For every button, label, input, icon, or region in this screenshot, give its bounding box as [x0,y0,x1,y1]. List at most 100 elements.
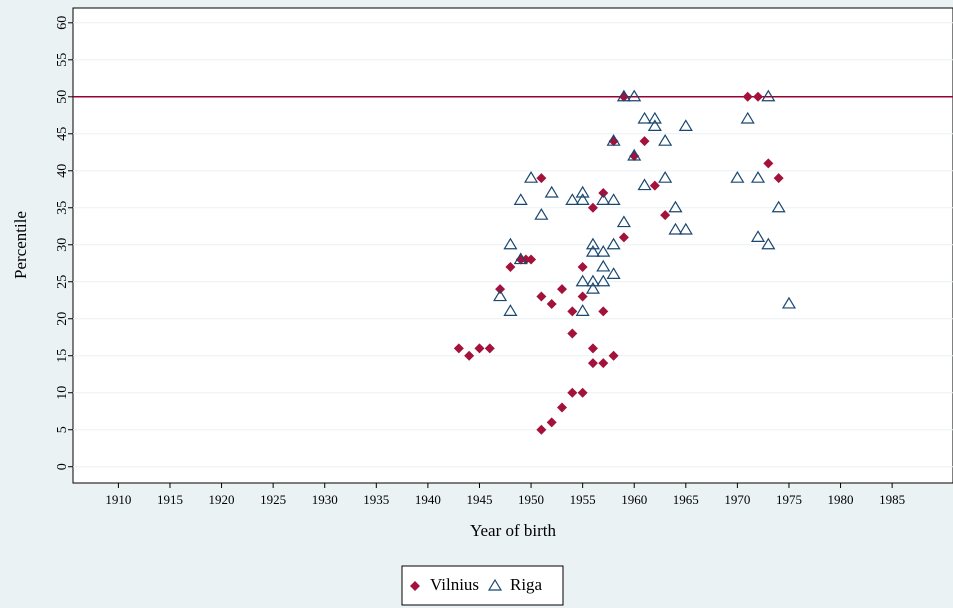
point [606,134,621,146]
plot-area [72,7,953,484]
point [526,254,537,265]
point [616,89,631,102]
point [453,343,464,354]
point [763,158,774,169]
point [637,178,652,191]
x-axis-label: Year of birth [470,521,557,540]
point [520,254,531,265]
point [678,222,693,235]
point [608,350,619,361]
y-tick-label: 35 [55,201,70,215]
x-tick-label: 1935 [363,492,389,507]
point [575,274,590,287]
point [585,274,601,287]
point [575,304,590,316]
point [567,306,578,317]
point [513,252,528,265]
y-tick-label: 25 [55,275,70,289]
point [668,200,683,213]
point [596,259,611,272]
point [596,274,611,287]
point [575,185,590,198]
point [546,417,557,428]
x-tick-label: 1940 [415,492,441,507]
point [557,402,568,413]
point [503,304,518,316]
point [493,289,508,302]
legend-marker [487,578,503,591]
point [544,185,559,198]
point [565,193,580,205]
point [503,237,518,250]
point [616,215,631,228]
point [627,148,642,161]
y-tick-label: 30 [55,238,70,252]
point [649,180,660,191]
x-tick-label: 1945 [466,492,492,507]
point [753,91,764,102]
point [577,291,588,302]
point [536,291,547,302]
point [647,119,662,131]
point [647,111,662,124]
x-tick-label: 1975 [776,492,802,507]
point [515,254,526,265]
point [585,244,601,257]
x-tick-label: 1970 [724,492,750,507]
point [606,237,621,250]
point [474,343,485,354]
point [513,193,528,205]
point [627,89,642,102]
y-tick-label: 5 [55,426,70,433]
point [771,200,786,213]
point [742,91,753,102]
point [678,119,693,131]
legend-label: Vilnius [430,575,479,594]
x-tick-label: 1930 [312,492,338,507]
x-tick-label: 1960 [621,492,647,507]
point [750,230,766,242]
point [585,237,601,250]
x-tick-label: 1920 [209,492,235,507]
point [577,387,588,398]
point [587,343,598,354]
point [606,193,621,205]
point [585,281,601,294]
point [557,284,568,295]
y-axis-label: Percentile [11,211,30,279]
point [761,89,776,102]
point [536,173,547,184]
point [668,222,683,235]
y-tick-label: 10 [55,386,70,400]
point [495,284,506,295]
point [464,350,475,361]
y-tick-label: 45 [55,127,70,141]
point [618,232,629,243]
point [534,207,549,220]
y-tick-label: 0 [55,463,70,470]
point [639,136,650,147]
point [658,134,673,146]
point [596,244,611,257]
point [505,261,516,272]
x-tick-label: 1950 [518,492,544,507]
point [596,193,611,205]
point [781,296,797,309]
point [598,358,609,369]
y-tick-label: 15 [55,349,70,363]
point [567,328,578,339]
point [598,187,609,198]
point [567,387,578,398]
point [484,343,495,354]
x-tick-label: 1955 [570,492,596,507]
point [740,111,755,124]
point [587,202,598,213]
point [730,171,745,183]
x-tick-label: 1910 [105,492,131,507]
point [658,171,673,183]
legend-marker [410,581,420,591]
x-tick-label: 1965 [673,492,699,507]
x-tick-label: 1985 [879,492,905,507]
point [598,306,609,317]
